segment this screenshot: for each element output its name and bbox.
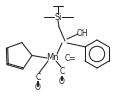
Text: OH: OH <box>76 29 88 38</box>
Text: C=: C= <box>64 54 76 63</box>
Text: C: C <box>59 67 65 76</box>
Text: O: O <box>59 77 65 86</box>
Text: C: C <box>35 73 41 82</box>
Text: Mn: Mn <box>46 53 58 62</box>
Text: O: O <box>35 83 41 92</box>
Text: Si: Si <box>54 13 62 22</box>
